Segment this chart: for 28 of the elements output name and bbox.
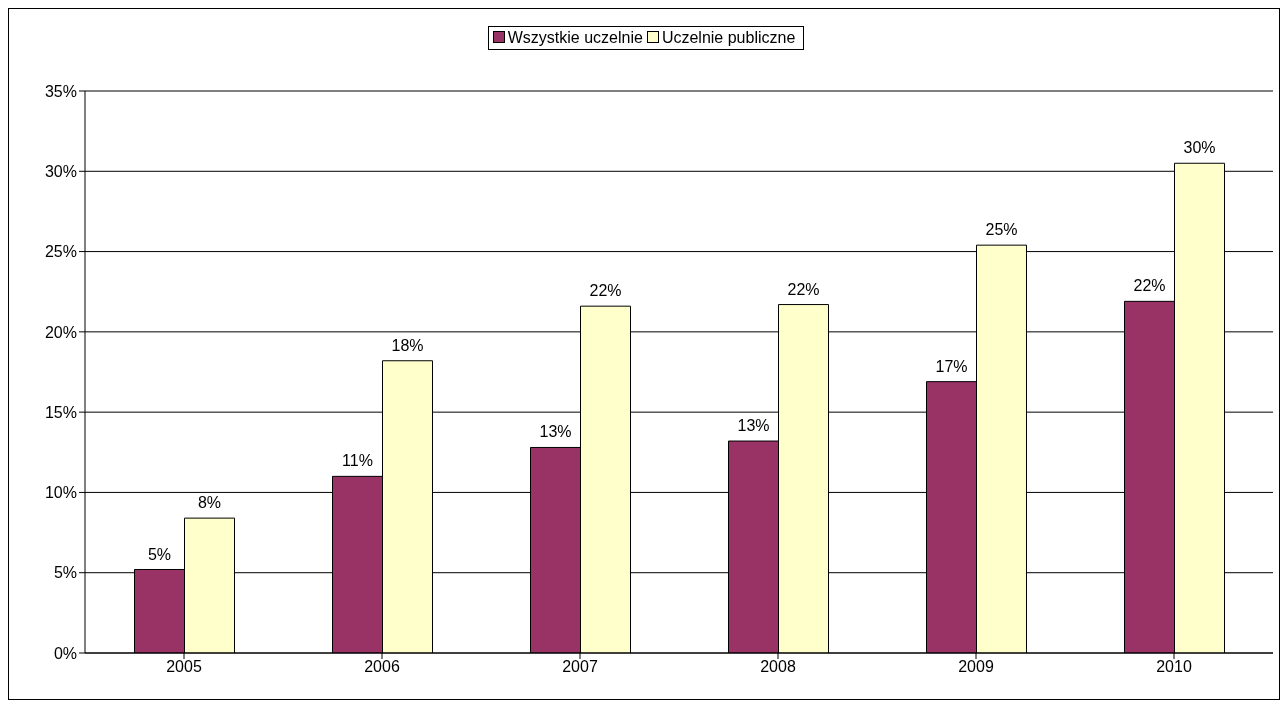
data-label: 13% bbox=[539, 423, 572, 441]
y-tick-label: 35% bbox=[44, 82, 77, 100]
x-tick-label: 2005 bbox=[166, 658, 202, 676]
y-tick-label: 15% bbox=[44, 403, 77, 421]
data-label: 22% bbox=[589, 282, 622, 300]
data-label: 30% bbox=[1183, 139, 1216, 157]
x-tick-label: 2009 bbox=[958, 658, 994, 676]
data-label: 17% bbox=[935, 357, 968, 375]
x-tick-label: 2010 bbox=[1156, 658, 1192, 676]
data-label: 25% bbox=[985, 221, 1018, 239]
y-tick-label: 25% bbox=[44, 243, 77, 261]
x-tick-label: 2006 bbox=[364, 658, 400, 676]
data-label: 8% bbox=[197, 494, 222, 512]
x-tick-label: 2007 bbox=[562, 658, 598, 676]
x-tick-label: 2008 bbox=[760, 658, 796, 676]
y-tick-label: 0% bbox=[53, 644, 77, 662]
data-label: 22% bbox=[1133, 277, 1166, 295]
y-tick-label: 10% bbox=[44, 484, 77, 502]
data-label: 18% bbox=[391, 336, 424, 354]
legend-label: Wszystkie uczelnie bbox=[506, 29, 643, 46]
data-label: 22% bbox=[787, 280, 820, 298]
y-tick-label: 30% bbox=[44, 162, 77, 180]
y-tick-label: 5% bbox=[53, 564, 77, 582]
legend-label: Uczelnie publiczne bbox=[660, 29, 796, 46]
data-label: 5% bbox=[147, 545, 172, 563]
data-label: 11% bbox=[342, 452, 373, 470]
data-label: 13% bbox=[737, 417, 770, 435]
y-tick-label: 20% bbox=[44, 323, 77, 341]
